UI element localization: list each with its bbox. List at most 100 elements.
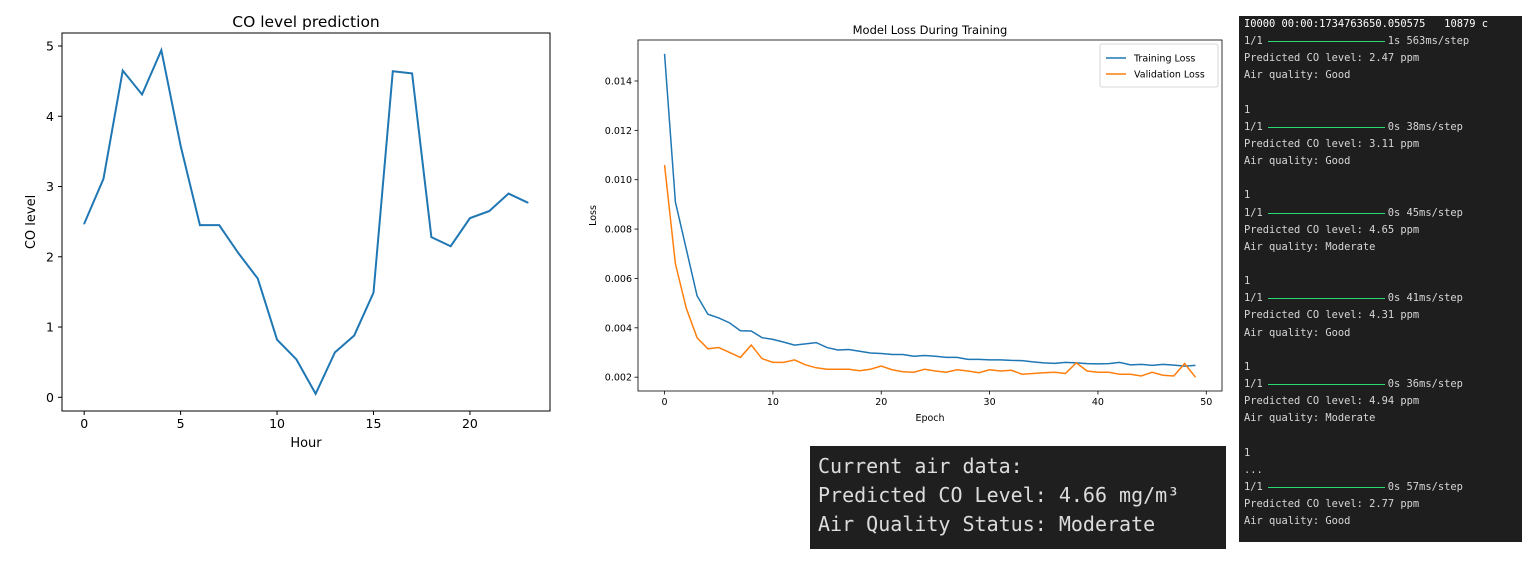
- x-tick-label: 5: [177, 416, 185, 431]
- co-level-point: [276, 338, 278, 341]
- y-tick-label: 4: [46, 109, 54, 124]
- blank-line: [1244, 342, 1522, 359]
- air-quality-line: Air quality: Good: [1244, 326, 1351, 339]
- y-tick-label: 1: [46, 320, 54, 335]
- prediction-line: Predicted CO level: 4.65 ppm: [1244, 223, 1420, 236]
- chart-title: CO level prediction: [232, 13, 380, 31]
- co-level-point: [527, 201, 529, 204]
- prediction-line: Predicted CO level: 4.94 ppm: [1244, 395, 1420, 408]
- y-tick-label: 0.004: [605, 323, 632, 334]
- co-level-point: [469, 217, 471, 219]
- co-level-point: [102, 177, 105, 180]
- progress-bar: [1267, 486, 1385, 488]
- co-level-point: [449, 245, 452, 248]
- co-level-chart-panel: CO level prediction 0 5 10 15 20 0 1 2 3 4 5 Hour CO …: [14, 10, 566, 460]
- progress-line: 1/1 0s 45ms/step: [1244, 205, 1522, 222]
- air-quality-line: Air quality: Good: [1244, 515, 1351, 528]
- co-level-point: [179, 144, 182, 147]
- progress-line: 1/1 0s 57ms/step: [1244, 479, 1522, 496]
- air-quality-line: Air quality: Good: [1244, 155, 1351, 168]
- y-tick-label: 2: [46, 249, 54, 264]
- summary-air-quality: Air Quality Status: Moderate: [818, 512, 1156, 536]
- batch-index-line: 1: [1244, 189, 1251, 202]
- co-level-line: [83, 46, 529, 396]
- co-level-point: [199, 224, 201, 226]
- co-level-point: [121, 69, 124, 72]
- co-level-point: [237, 252, 240, 255]
- y-tick-label: 3: [46, 179, 54, 194]
- prediction-line: Predicted CO level: 4.31 ppm: [1244, 309, 1420, 322]
- blank-line: [1244, 256, 1522, 273]
- y-axis-label: Loss: [588, 205, 599, 226]
- co-level-chart: CO level prediction 0 5 10 15 20 0 1 2 3 4 5 Hour CO …: [24, 13, 551, 451]
- y-tick-label: 0.006: [605, 274, 632, 285]
- progress-bar: [1267, 126, 1385, 128]
- y-tick-label: 0: [46, 390, 54, 405]
- y-tick-label: 5: [46, 38, 54, 53]
- progress-line: 1/1 0s 38ms/step: [1244, 119, 1522, 136]
- x-tick-label: 20: [875, 397, 887, 408]
- legend-box: [1099, 43, 1219, 88]
- x-tick-label: 20: [462, 416, 478, 431]
- progress-line: 1/1 0s 36ms/step: [1244, 376, 1522, 393]
- terminal-blocks: 1/1 1s 563ms/step Predicted CO level: 2.47…: [1244, 33, 1522, 530]
- co-level-point: [160, 49, 163, 52]
- prediction-line: Predicted CO level: 2.77 ppm: [1244, 497, 1420, 510]
- summary-co-level: Predicted CO Level: 4.66 mg/m³: [818, 483, 1180, 507]
- progress-step: 1/1: [1244, 206, 1263, 219]
- x-tick-label: 10: [269, 416, 285, 431]
- co-level-point: [391, 70, 394, 73]
- progress-step: 1/1: [1244, 120, 1263, 133]
- blank-line: [1244, 427, 1522, 444]
- batch-index-line: 1: [1244, 103, 1251, 116]
- co-level-point: [256, 277, 259, 280]
- terminal-output: I0000 00:00:1734763650.050575 10879 c 1/…: [1239, 16, 1522, 542]
- x-axis-label: Epoch: [915, 413, 944, 424]
- loss-series-line-1: [663, 164, 1197, 378]
- x-tick-label: 30: [984, 397, 996, 408]
- air-data-summary: Current air data: Predicted CO Level: 4.6…: [810, 446, 1226, 549]
- chart-title: Model Loss During Training: [853, 23, 1008, 37]
- x-tick-label: 40: [1092, 397, 1104, 408]
- x-tick-label: 50: [1200, 397, 1212, 408]
- y-tick-label: 0.008: [605, 225, 632, 236]
- co-level-point: [83, 222, 85, 225]
- terminal-header-line: I0000 00:00:1734763650.050575 10879 c: [1244, 18, 1488, 30]
- loss-series-line-0: [663, 53, 1196, 367]
- summary-heading: Current air data:: [818, 454, 1023, 478]
- x-tick-label: 10: [767, 397, 779, 408]
- model-loss-chart: Model Loss During Training 0 10 20 30 40 50 0.0…: [588, 23, 1223, 424]
- legend-label: Validation Loss: [1134, 70, 1205, 81]
- batch-index-line: 1: [1244, 446, 1251, 459]
- progress-timing: 0s 36ms/step: [1387, 377, 1463, 390]
- progress-step: 1/1: [1244, 377, 1263, 390]
- air-quality-line: Air quality: Moderate: [1244, 240, 1376, 253]
- co-level-point: [411, 72, 413, 75]
- progress-step: 1/1: [1244, 35, 1263, 48]
- ellipsis-line: ...: [1244, 463, 1263, 476]
- model-loss-chart-panel: Model Loss During Training 0 10 20 30 40 50 0.0…: [580, 18, 1226, 432]
- blank-line: [1244, 85, 1522, 102]
- y-tick-label: 0.002: [605, 373, 632, 384]
- co-level-point: [218, 224, 221, 226]
- co-level-point: [334, 351, 336, 354]
- x-tick-label: 0: [80, 416, 88, 431]
- co-level-point: [507, 192, 510, 195]
- co-level-point: [314, 392, 317, 395]
- blank-line: [1244, 170, 1522, 187]
- chart-legend: Training Loss Validation Loss: [1099, 43, 1219, 88]
- co-level-point: [430, 236, 433, 238]
- progress-bar: [1267, 384, 1385, 386]
- plot-frame: [637, 39, 1223, 392]
- y-tick-label: 0.012: [605, 126, 632, 137]
- air-quality-line: Air quality: Good: [1244, 69, 1351, 82]
- y-tick-label: 0.014: [605, 76, 632, 87]
- progress-line: 1/1 0s 41ms/step: [1244, 290, 1522, 307]
- plot-frame: [61, 32, 551, 412]
- progress-timing: 0s 45ms/step: [1387, 206, 1463, 219]
- x-tick-label: 0: [662, 397, 668, 408]
- co-level-point: [295, 358, 298, 361]
- progress-line: 1/1 1s 563ms/step: [1244, 33, 1522, 50]
- progress-bar: [1267, 298, 1385, 300]
- progress-timing: 0s 57ms/step: [1387, 480, 1463, 493]
